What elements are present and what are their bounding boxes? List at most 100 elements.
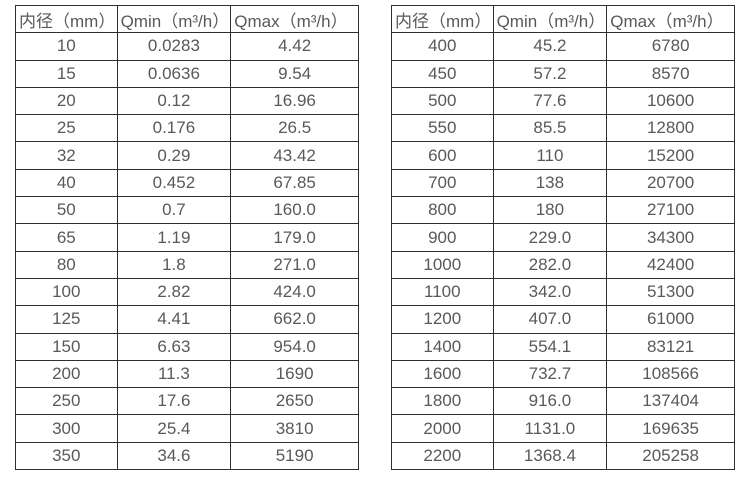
table-row: 150 6.63 954.0 <box>15 332 359 361</box>
table-cell: 2000 <box>391 414 494 443</box>
header-row: 内径（mm） Qmin（m³/h） Qmax（m³/h） <box>391 4 735 34</box>
table-cell: 20 <box>15 86 118 116</box>
table-cell: 108566 <box>606 359 735 389</box>
table-body: 400 45.2 6780 450 57.2 8570 500 77.6 10600 550 85.… <box>391 32 735 471</box>
table-cell: 42400 <box>606 250 735 279</box>
table-cell: 6780 <box>606 32 735 61</box>
table-cell: 160.0 <box>230 196 359 225</box>
table-cell: 65 <box>15 223 118 252</box>
table-cell: 400 <box>391 32 494 61</box>
table-cell: 138 <box>492 168 608 198</box>
table-cell: 250 <box>15 387 118 416</box>
table-cell: 169635 <box>606 414 735 443</box>
table-cell: 51300 <box>606 277 735 307</box>
table-cell: 20700 <box>606 168 735 198</box>
header-qmax: Qmax（m³/h） <box>606 4 735 34</box>
table-row: 100 2.82 424.0 <box>15 277 359 307</box>
table-cell: 80 <box>15 250 118 279</box>
table-cell: 61000 <box>606 305 735 334</box>
table-cell: 45.2 <box>492 32 608 61</box>
table-cell: 1368.4 <box>492 441 608 471</box>
table-cell: 10600 <box>606 86 735 116</box>
table-row: 900 229.0 34300 <box>391 223 735 252</box>
table-cell: 1.8 <box>116 250 232 279</box>
table-body: 10 0.0283 4.42 15 0.0636 9.54 20 0.12 16.96 25 0.1… <box>15 32 359 471</box>
table-cell: 15200 <box>606 141 735 170</box>
table-cell: 1200 <box>391 305 494 334</box>
table-row: 350 34.6 5190 <box>15 441 359 471</box>
table-cell: 550 <box>391 114 494 143</box>
table-cell: 732.7 <box>492 359 608 389</box>
table-cell: 916.0 <box>492 387 608 416</box>
table-cell: 150 <box>15 332 118 361</box>
table-cell: 4.41 <box>116 305 232 334</box>
table-row: 65 1.19 179.0 <box>15 223 359 252</box>
table-cell: 32 <box>15 141 118 170</box>
table-cell: 282.0 <box>492 250 608 279</box>
table-row: 250 17.6 2650 <box>15 387 359 416</box>
table-row: 2200 1368.4 205258 <box>391 441 735 471</box>
table-row: 20 0.12 16.96 <box>15 86 359 116</box>
table-cell: 500 <box>391 86 494 116</box>
table-cell: 27100 <box>606 196 735 225</box>
table-row: 125 4.41 662.0 <box>15 305 359 334</box>
table-cell: 0.7 <box>116 196 232 225</box>
table-cell: 6.63 <box>116 332 232 361</box>
table-row: 550 85.5 12800 <box>391 114 735 143</box>
table-row: 80 1.8 271.0 <box>15 250 359 279</box>
table-cell: 800 <box>391 196 494 225</box>
table-cell: 900 <box>391 223 494 252</box>
table-cell: 1800 <box>391 387 494 416</box>
table-cell: 9.54 <box>230 59 359 88</box>
header-qmin: Qmin（m³/h） <box>116 4 232 34</box>
table-row: 700 138 20700 <box>391 168 735 198</box>
table-cell: 1100 <box>391 277 494 307</box>
table-cell: 700 <box>391 168 494 198</box>
table-cell: 57.2 <box>492 59 608 88</box>
table-cell: 1400 <box>391 332 494 361</box>
table-row: 600 110 15200 <box>391 141 735 170</box>
table-cell: 1000 <box>391 250 494 279</box>
table-cell: 26.5 <box>230 114 359 143</box>
table-cell: 137404 <box>606 387 735 416</box>
table-cell: 229.0 <box>492 223 608 252</box>
table-cell: 179.0 <box>230 223 359 252</box>
table-cell: 34.6 <box>116 441 232 471</box>
table-cell: 0.176 <box>116 114 232 143</box>
table-cell: 10 <box>15 32 118 61</box>
table-cell: 271.0 <box>230 250 359 279</box>
table-cell: 0.0283 <box>116 32 232 61</box>
table-cell: 450 <box>391 59 494 88</box>
table-cell: 954.0 <box>230 332 359 361</box>
table-cell: 4.42 <box>230 32 359 61</box>
header-row: 内径（mm） Qmin（m³/h） Qmax（m³/h） <box>15 4 359 34</box>
table-row: 1600 732.7 108566 <box>391 359 735 389</box>
table-row: 1200 407.0 61000 <box>391 305 735 334</box>
table-cell: 43.42 <box>230 141 359 170</box>
table-row: 400 45.2 6780 <box>391 32 735 61</box>
table-cell: 1.19 <box>116 223 232 252</box>
table-cell: 0.29 <box>116 141 232 170</box>
table-row: 1800 916.0 137404 <box>391 387 735 416</box>
table-cell: 554.1 <box>492 332 608 361</box>
table-cell: 11.3 <box>116 359 232 389</box>
table-cell: 67.85 <box>230 168 359 198</box>
table-cell: 342.0 <box>492 277 608 307</box>
table-cell: 3810 <box>230 414 359 443</box>
table-cell: 1690 <box>230 359 359 389</box>
table-cell: 600 <box>391 141 494 170</box>
table-row: 300 25.4 3810 <box>15 414 359 443</box>
header-diameter: 内径（mm） <box>15 4 118 34</box>
table-cell: 300 <box>15 414 118 443</box>
table-cell: 407.0 <box>492 305 608 334</box>
table-cell: 40 <box>15 168 118 198</box>
table-row: 800 180 27100 <box>391 196 735 225</box>
table-cell: 424.0 <box>230 277 359 307</box>
diameter-flow-table-large: 内径（mm） Qmin（m³/h） Qmax（m³/h） 400 45.2 6780… <box>391 4 735 471</box>
table-cell: 110 <box>492 141 608 170</box>
table-cell: 8570 <box>606 59 735 88</box>
table-cell: 77.6 <box>492 86 608 116</box>
header-qmin: Qmin（m³/h） <box>492 4 608 34</box>
table-cell: 180 <box>492 196 608 225</box>
table-row: 50 0.7 160.0 <box>15 196 359 225</box>
